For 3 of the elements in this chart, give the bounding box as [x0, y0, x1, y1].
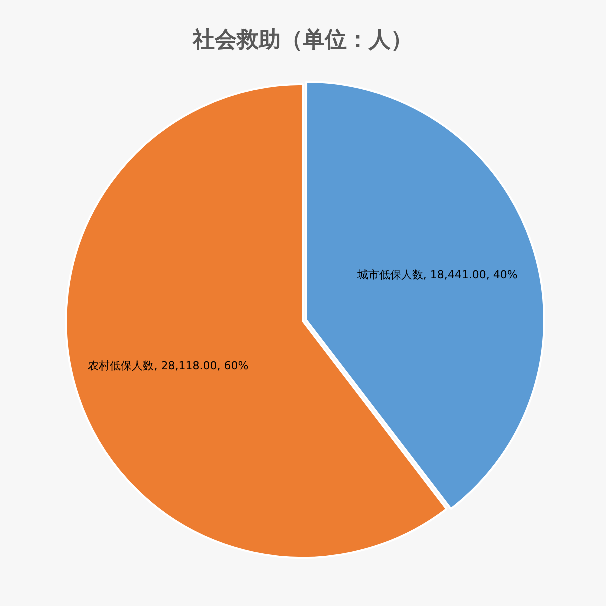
slice-label: 城市低保人数, 18,441.00, 40%: [356, 268, 518, 282]
chart-title: 社会救助（单位：人）: [192, 26, 413, 52]
slice-label: 农村低保人数, 28,118.00, 60%: [88, 360, 249, 373]
